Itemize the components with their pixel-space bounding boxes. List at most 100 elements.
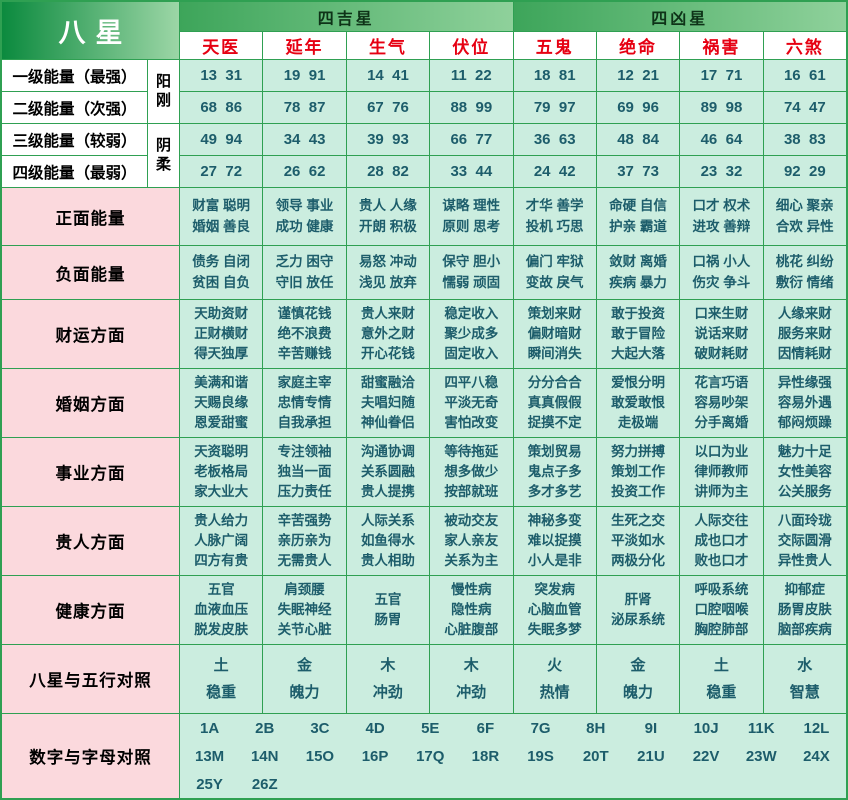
energy-value-cell: 46 64	[680, 124, 763, 155]
alphabet-item: 10J	[693, 719, 719, 737]
energy-value-cell: 48 84	[596, 124, 680, 155]
section-data-cell: 四平八稳 平淡无奇 害怕改变	[430, 369, 513, 437]
energy-value-cell: 74 47	[763, 92, 846, 123]
section-data-cell: 以口为业 律师教师 讲师为主	[680, 438, 763, 506]
section-data-cell: 策划来财 偏财暗财 瞬间消失	[513, 300, 596, 368]
section-data-cell: 人际关系 如鱼得水 贵人相助	[346, 507, 430, 575]
section-data-cell: 呼吸系统 口腔咽喉 胸腔肺部	[680, 576, 763, 644]
section-data-cell: 美满和谐 天赐良缘 恩爱甜蜜	[180, 369, 263, 437]
section-data-cell: 专注领袖 独当一面 压力责任	[263, 438, 346, 506]
energy-value-cell: 34 43	[263, 124, 346, 155]
section-data-cell: 异性缘强 容易外遇 郁闷烦躁	[763, 369, 846, 437]
energy-value-cell: 12 21	[596, 60, 680, 91]
alphabet-item: 17Q	[416, 747, 445, 765]
section-data-cell: 等待拖延 想多做少 按部就班	[430, 438, 513, 506]
energy-level-3-label: 三级能量（较弱）	[2, 124, 147, 155]
element-cell: 木 冲劲	[346, 645, 430, 713]
elements-row-label: 八星与五行对照	[2, 645, 179, 713]
star-header-wugui: 五鬼	[513, 32, 596, 59]
alphabet-item: 8H	[586, 719, 606, 737]
section-label-wealth: 财运方面	[2, 300, 179, 368]
alphabet-item: 16P	[361, 747, 389, 765]
energy-value-cell: 24 42	[513, 156, 596, 187]
energy-value-cell: 14 41	[346, 60, 430, 91]
section-data-cell: 贵人来财 意外之财 开心花钱	[346, 300, 430, 368]
star-header-jueming: 绝命	[596, 32, 680, 59]
section-data-cell: 敢于投资 敢于冒险 大起大落	[596, 300, 680, 368]
energy-value-cell: 27 72	[180, 156, 263, 187]
alphabet-item: 4D	[365, 719, 385, 737]
section-label-marriage: 婚姻方面	[2, 369, 179, 437]
section-data-cell: 肝肾 泌尿系统	[596, 576, 680, 644]
alphabet-item: 9I	[644, 719, 658, 737]
energy-value-cell: 13 31	[180, 60, 263, 91]
energy-value-cell: 79 97	[513, 92, 596, 123]
energy-value-cell: 78 87	[263, 92, 346, 123]
section-data-cell: 五官 肠胃	[346, 576, 430, 644]
section-data-cell: 努力拼搏 策划工作 投资工作	[596, 438, 680, 506]
section-data-cell: 命硬 自信 护亲 霸道	[596, 188, 680, 245]
alphabet-item: 24X	[803, 747, 830, 765]
section-data-cell: 人缘来财 服务来财 因情耗财	[763, 300, 846, 368]
energy-value-cell: 49 94	[180, 124, 263, 155]
section-label-negative: 负面能量	[2, 246, 179, 299]
energy-value-cell: 16 61	[763, 60, 846, 91]
section-data-cell: 偏门 牢狱 变故 戾气	[513, 246, 596, 299]
section-data-cell: 花言巧语 容易吵架 分手离婚	[680, 369, 763, 437]
section-data-cell: 魅力十足 女性美容 公关服务	[763, 438, 846, 506]
alphabet-item: 21U	[637, 747, 665, 765]
section-data-cell: 爱恨分明 敢爱敢恨 走极端	[596, 369, 680, 437]
lucky-stars-group-header: 四吉星	[180, 2, 513, 31]
section-data-cell: 乏力 困守 守旧 放任	[263, 246, 346, 299]
section-data-cell: 天助资财 正财横财 得天独厚	[180, 300, 263, 368]
alphabet-item: 13M	[194, 747, 225, 765]
section-data-cell: 谋略 理性 原则 思考	[430, 188, 513, 245]
energy-value-cell: 36 63	[513, 124, 596, 155]
energy-value-cell: 88 99	[430, 92, 513, 123]
alphabet-row-label: 数字与字母对照	[2, 714, 179, 798]
section-data-cell: 口祸 小人 伤灾 争斗	[680, 246, 763, 299]
energy-value-cell: 92 29	[763, 156, 846, 187]
section-data-cell: 易怒 冲动 浅见 放弃	[346, 246, 430, 299]
section-data-cell: 贵人 人缘 开朗 积极	[346, 188, 430, 245]
energy-level-4-label: 四级能量（最弱）	[2, 156, 147, 187]
section-data-cell: 桃花 纠纷 敷衍 情绪	[763, 246, 846, 299]
alphabet-item: 7G	[530, 719, 551, 737]
section-data-cell: 领导 事业 成功 健康	[263, 188, 346, 245]
unlucky-stars-group-header: 四凶星	[513, 2, 846, 31]
alphabet-item: 25Y	[196, 775, 223, 793]
section-label-health: 健康方面	[2, 576, 179, 644]
alphabet-item: 3C	[310, 719, 330, 737]
energy-level-2-label: 二级能量（次强）	[2, 92, 147, 123]
alphabet-item: 19S	[527, 747, 554, 765]
alphabet-item: 18R	[471, 747, 500, 765]
energy-value-cell: 33 44	[430, 156, 513, 187]
star-header-tianyi: 天医	[180, 32, 263, 59]
energy-value-cell: 89 98	[680, 92, 763, 123]
section-data-cell: 敛财 离婚 疾病 暴力	[596, 246, 680, 299]
section-data-cell: 抑郁症 肠胃皮肤 脑部疾病	[763, 576, 846, 644]
section-data-cell: 家庭主宰 忠情专情 自我承担	[263, 369, 346, 437]
section-data-cell: 债务 自闭 贫困 自负	[180, 246, 263, 299]
section-data-cell: 辛苦强势 亲历亲为 无需贵人	[263, 507, 346, 575]
element-cell: 土 稳重	[180, 645, 263, 713]
alphabet-item: 2B	[255, 719, 275, 737]
alphabet-item: 22V	[692, 747, 720, 765]
section-label-positive: 正面能量	[2, 188, 179, 245]
star-header-huohai: 祸害	[680, 32, 763, 59]
element-cell: 金 魄力	[263, 645, 346, 713]
star-header-fuwei: 伏位	[430, 32, 513, 59]
energy-value-cell: 66 77	[430, 124, 513, 155]
alphabet-item: 20T	[582, 747, 609, 765]
section-data-cell: 细心 聚亲 合欢 异性	[763, 188, 846, 245]
section-data-cell: 八面玲珑 交际圆滑 异性贵人	[763, 507, 846, 575]
section-data-cell: 贵人给力 人脉广阔 四方有贵	[180, 507, 263, 575]
section-data-cell: 被动交友 家人亲友 关系为主	[430, 507, 513, 575]
section-data-cell: 人际交往 成也口才 败也口才	[680, 507, 763, 575]
alphabet-item: 23W	[745, 747, 777, 765]
section-data-cell: 慢性病 隐性病 心脏腹部	[430, 576, 513, 644]
alphabet-item: 26Z	[251, 775, 278, 793]
energy-level-1-label: 一级能量（最强）	[2, 60, 147, 91]
section-data-cell: 天资聪明 老板格局 家大业大	[180, 438, 263, 506]
